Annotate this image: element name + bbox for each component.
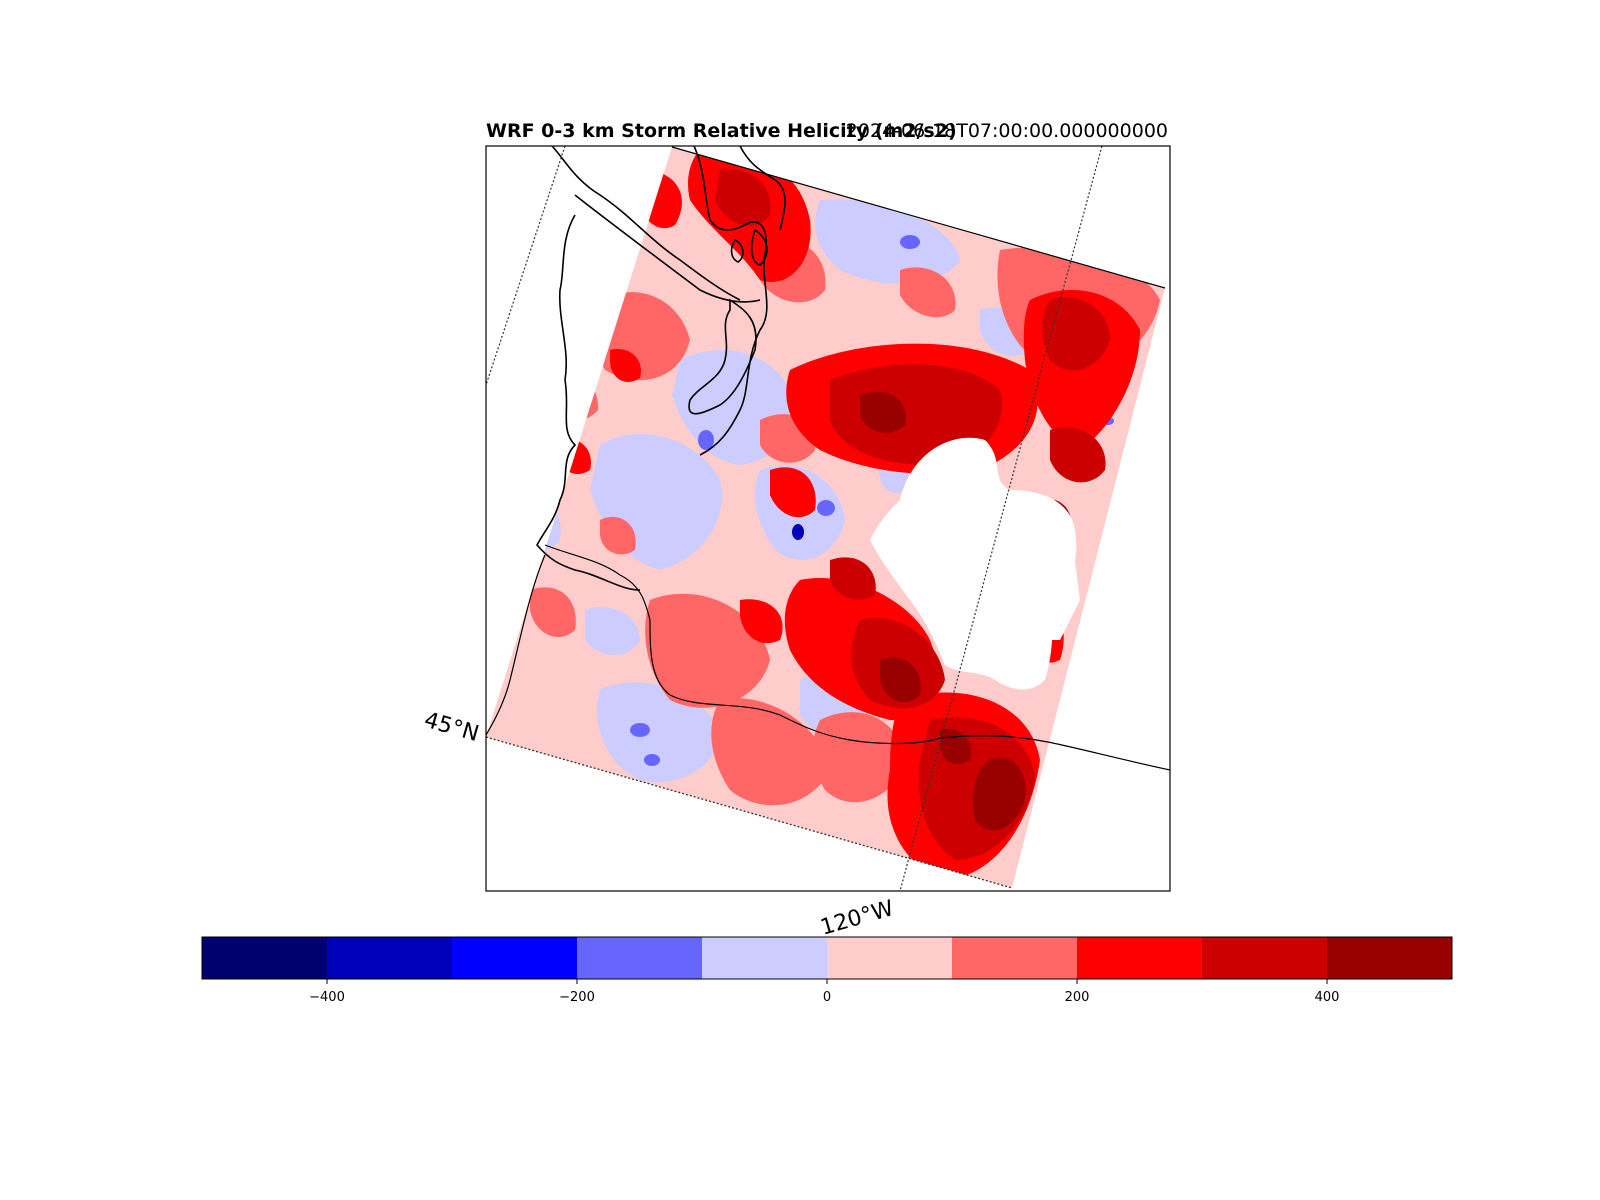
colorbar-segment xyxy=(452,937,578,979)
colorbar-segment xyxy=(702,937,828,979)
strong-negative-core xyxy=(792,524,804,540)
domain-boundary xyxy=(485,146,1166,889)
colorbar-tick-label: −200 xyxy=(559,990,595,1005)
state-borders xyxy=(486,544,1170,771)
colorbar-segment xyxy=(952,937,1078,979)
colorbar-segment xyxy=(827,937,953,979)
missing-data-region xyxy=(870,437,1077,690)
helicity-field xyxy=(486,147,1165,888)
colorbar-tick-label: −400 xyxy=(309,990,345,1005)
colorbar-segment xyxy=(1077,937,1203,979)
chart-timestamp: 2024-06-18T07:00:00.000000000 xyxy=(846,120,1168,142)
colorbar-tick-label: 0 xyxy=(823,990,831,1005)
colorbar-tick-label: 200 xyxy=(1065,990,1090,1005)
graticule xyxy=(486,146,1103,891)
negative-helicity-regions xyxy=(515,199,1032,783)
colorbar-segment xyxy=(577,937,703,979)
colorbar-segment xyxy=(1327,937,1453,979)
colorbar-segment xyxy=(327,937,453,979)
latitude-label: 45°N xyxy=(421,708,481,747)
longitude-label: 120°W xyxy=(818,896,897,941)
colorbar-tick-label: 400 xyxy=(1315,990,1340,1005)
map-frame xyxy=(485,145,1171,892)
chart-title: WRF 0-3 km Storm Relative Helicity (m2/s… xyxy=(486,120,957,142)
colorbar: −400 −200 0 200 400 xyxy=(201,936,1453,1005)
colorbar-segment xyxy=(202,937,328,979)
missing-data-gap xyxy=(1030,560,1080,640)
colorbar-segment xyxy=(1202,937,1328,979)
coastlines xyxy=(536,146,786,591)
